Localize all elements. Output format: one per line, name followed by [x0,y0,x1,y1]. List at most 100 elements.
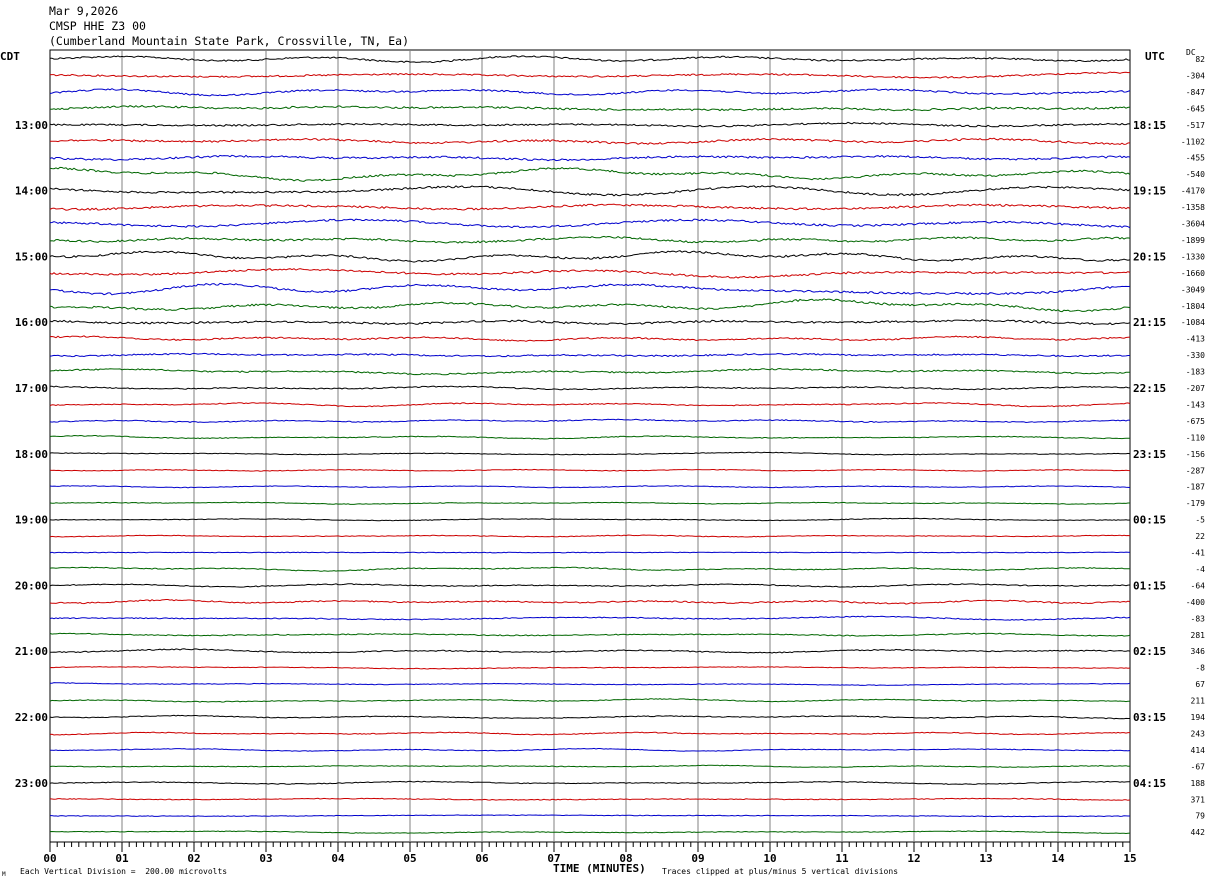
seismic-trace [49,402,1131,408]
utc-hour-label: 20:15 [1133,250,1166,263]
seismic-trace [49,55,1131,64]
seismic-trace [49,632,1131,637]
seismic-trace [49,385,1131,391]
utc-hour-label: 19:15 [1133,185,1166,198]
dc-offset-label: 188 [1191,779,1206,788]
seismic-trace [49,501,1130,505]
dc-offset-label: -3604 [1181,220,1205,229]
utc-hour-label: 01:15 [1133,579,1166,592]
dc-offset-label: -64 [1191,581,1206,590]
x-tick-label: 02 [187,852,200,865]
seismic-trace [49,121,1131,128]
dc-offset-label: -179 [1186,499,1205,508]
cdt-hour-label: 18:00 [15,448,48,461]
seismic-trace [50,137,1131,146]
seismic-trace [49,468,1131,472]
cdt-hour-labels: 13:00 14:00 15:00 16:00 17:00 18:00 19:00 20:00… [15,119,48,790]
seismic-trace [49,166,1131,182]
dc-offset-label: 346 [1191,647,1206,656]
dc-offset-label: -847 [1186,88,1205,97]
dc-offset-label: -517 [1186,121,1205,130]
x-tick-label: 10 [763,852,776,865]
left-axis-label: CDT [0,50,20,63]
seismic-traces [49,55,1131,835]
seismic-trace [49,599,1131,605]
dc-column-label: DC [1186,48,1196,57]
x-tick-label: 05 [403,852,416,865]
seismic-trace [49,335,1131,342]
utc-hour-label: 00:15 [1133,514,1166,527]
seismic-trace [49,583,1131,588]
utc-hour-label: 03:15 [1133,711,1166,724]
x-tick-label: 15 [1123,852,1136,865]
seismic-trace [49,731,1130,736]
seismic-trace [49,418,1131,424]
dc-offset-label: -1899 [1181,236,1205,245]
cdt-hour-label: 19:00 [15,514,48,527]
utc-hour-label: 22:15 [1133,382,1166,395]
dc-offset-label: -156 [1186,450,1205,459]
dc-offset-label: -1102 [1181,137,1205,146]
seismic-trace [49,534,1131,538]
cdt-hour-label: 17:00 [15,382,48,395]
utc-hour-label: 04:15 [1133,777,1166,790]
seismic-trace [49,698,1130,703]
cdt-hour-label: 15:00 [15,250,48,263]
seismic-trace [49,104,1131,112]
seismic-trace [49,434,1131,440]
cdt-hour-label: 14:00 [15,185,48,198]
dc-offset-label: 194 [1191,713,1206,722]
plot-frame [49,49,1131,843]
clip-note: Traces clipped at plus/minus 5 vertical … [662,867,899,876]
dc-offset-label: -675 [1186,417,1205,426]
seismic-trace [49,517,1131,522]
utc-hour-label: 02:15 [1133,645,1166,658]
x-axis-title: TIME (MINUTES) [553,862,646,875]
dc-offset-label: -143 [1186,400,1205,409]
x-tick-label: 09 [691,852,704,865]
station-code: CMSP HHE Z3 00 [49,19,146,33]
x-tick-label: 04 [331,852,345,865]
corner-mark: M [2,871,6,878]
dc-offset-label: -400 [1186,598,1205,607]
seismic-trace [50,747,1131,752]
x-tick-label: 03 [259,852,272,865]
dc-offset-label: -3049 [1181,285,1205,294]
seismic-trace [49,780,1130,785]
seismic-trace [49,764,1131,768]
x-tick-label: 01 [115,852,129,865]
seismic-trace [49,185,1131,197]
seismic-trace [50,682,1131,687]
seismic-trace [49,88,1131,97]
seismic-trace [50,814,1130,818]
seismic-trace [49,451,1131,456]
right-axis-label: UTC [1145,50,1165,63]
dc-offset-label: -540 [1186,170,1205,179]
dc-offset-label: -4170 [1181,187,1205,196]
x-tick-label: 06 [475,852,489,865]
seismic-trace [49,235,1131,244]
dc-offset-label: -67 [1191,762,1206,771]
dc-offset-label: -304 [1186,71,1205,80]
seismic-trace [49,319,1131,326]
dc-offset-label: -645 [1186,104,1205,113]
cdt-hour-label: 20:00 [15,579,48,592]
dc-offset-label: 243 [1191,729,1206,738]
time-axis: 00 01 02 03 04 05 06 07 08 09 10 11 12 13 14 15 [43,842,1137,865]
dc-offset-label: -187 [1186,483,1205,492]
station-location: (Cumberland Mountain State Park, Crossvi… [49,34,410,48]
cdt-hour-label: 13:00 [15,119,48,132]
x-tick-label: 11 [835,852,849,865]
x-tick-label: 12 [907,852,920,865]
x-tick-label: 00 [43,852,56,865]
dc-offset-label: -1084 [1181,318,1205,327]
scale-note: Each Vertical Division = 200.00 microvol… [20,867,228,876]
seismic-trace [49,218,1131,229]
dc-offset-label: -83 [1191,614,1206,623]
dc-offset-label: 442 [1191,828,1206,837]
dc-offset-label: -110 [1186,433,1205,442]
dc-offset-label: -41 [1191,549,1206,558]
dc-offset-label: -1660 [1181,269,1205,278]
seismic-trace [49,367,1130,376]
dc-offset-label: 82 [1195,55,1205,64]
